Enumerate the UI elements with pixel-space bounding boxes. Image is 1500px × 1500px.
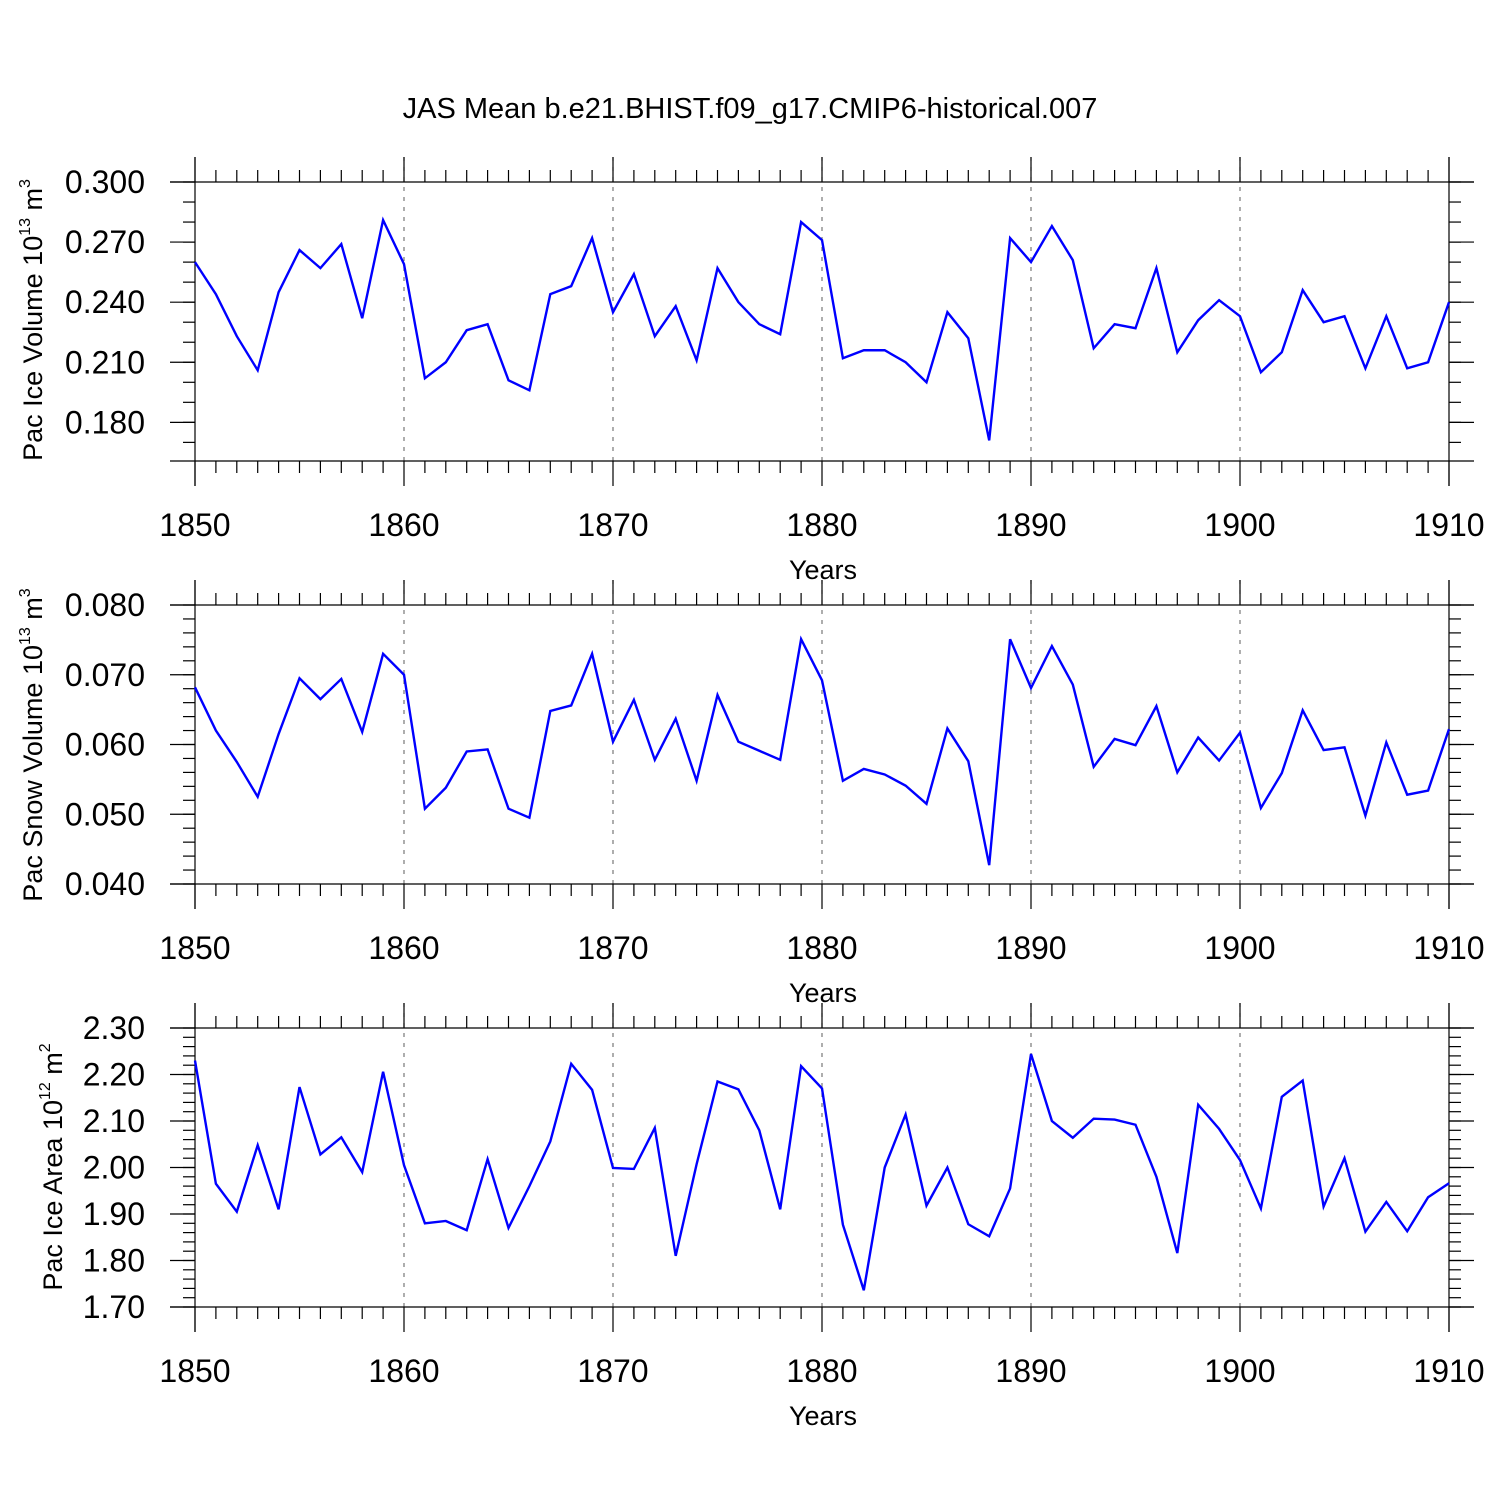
y-tick-label: 0.080	[65, 587, 145, 623]
y-axis-label-unit: m	[38, 1052, 68, 1082]
x-tick-label: 1850	[159, 930, 230, 966]
x-tick-label: 1860	[368, 507, 439, 543]
x-tick-label: 1880	[786, 930, 857, 966]
x-tick-label: 1910	[1413, 1353, 1484, 1389]
x-tick-label: 1870	[577, 930, 648, 966]
y-axis-label: Pac Ice Volume 1013 m3	[17, 179, 48, 461]
y-tick-label: 0.050	[65, 796, 145, 832]
x-tick-label: 1890	[995, 1353, 1066, 1389]
y-tick-label: 2.00	[83, 1150, 145, 1186]
y-tick-label: 2.10	[83, 1103, 145, 1139]
y-axis-label-text: Pac Snow Volume 10	[18, 645, 48, 902]
x-tick-label: 1850	[159, 1353, 230, 1389]
y-tick-label: 0.060	[65, 727, 145, 763]
series-line-snow-volume	[193, 635, 1451, 866]
y-axis-label-unit-exponent: 3	[17, 588, 34, 597]
x-tick-label: 1870	[577, 507, 648, 543]
y-axis-label-exponent: 13	[17, 218, 34, 236]
y-tick-label: 2.30	[83, 1010, 145, 1046]
x-tick-label: 1900	[1204, 930, 1275, 966]
chart-title: JAS Mean b.e21.BHIST.f09_g17.CMIP6-histo…	[403, 93, 1098, 125]
y-tick-label: 0.300	[65, 164, 145, 200]
y-tick-label: 0.070	[65, 657, 145, 693]
y-tick-label: 0.040	[65, 866, 145, 902]
y-tick-label: 0.270	[65, 224, 145, 260]
x-axis-label: Years	[789, 978, 857, 1008]
y-axis-label-text: Pac Ice Area 10	[38, 1100, 68, 1291]
panel-ice-area: 2.30 2.20 2.10 2.00 1.90 1.80 1.70 1850 1860 1870…	[37, 1003, 1485, 1431]
y-axis-label: Pac Snow Volume 1013 m3	[17, 588, 48, 901]
y-tick-label: 1.80	[83, 1243, 145, 1279]
x-tick-label: 1880	[786, 507, 857, 543]
series-line-ice-area	[193, 1053, 1450, 1291]
y-tick-label: 0.210	[65, 344, 145, 380]
y-tick-label: 2.20	[83, 1057, 145, 1093]
y-axis-label-unit: m	[18, 597, 48, 627]
series-line-ice-volume	[193, 216, 1451, 441]
x-tick-label: 1860	[368, 930, 439, 966]
y-axis-label: Pac Ice Area 1012 m2	[37, 1043, 68, 1290]
x-tick-label: 1900	[1204, 1353, 1275, 1389]
x-tick-label: 1910	[1413, 507, 1484, 543]
y-tick-label: 0.180	[65, 404, 145, 440]
panels: 0.300 0.270 0.240 0.210 0.180 1850 1860 1870 188…	[17, 157, 1485, 1431]
y-axis-label-unit: m	[18, 188, 48, 218]
y-tick-label: 1.70	[83, 1289, 145, 1325]
x-tick-label: 1860	[368, 1353, 439, 1389]
x-tick-label: 1910	[1413, 930, 1484, 966]
x-tick-label: 1900	[1204, 507, 1275, 543]
y-axis-label-exponent: 13	[17, 627, 34, 645]
x-tick-label: 1870	[577, 1353, 648, 1389]
x-tick-label: 1890	[995, 507, 1066, 543]
y-axis-label-text: Pac Ice Volume 10	[18, 236, 48, 461]
y-tick-label: 1.90	[83, 1196, 145, 1232]
y-axis-label-exponent: 12	[37, 1082, 54, 1100]
panel-ice-volume: 0.300 0.270 0.240 0.210 0.180 1850 1860 1870 188…	[17, 157, 1485, 585]
panel-snow-volume: 0.080 0.070 0.060 0.050 0.040 1850 1860 1870 188…	[17, 580, 1485, 1008]
y-axis-label-unit-exponent: 3	[17, 179, 34, 188]
x-tick-label: 1890	[995, 930, 1066, 966]
x-axis-label: Years	[789, 1401, 857, 1431]
x-tick-label: 1880	[786, 1353, 857, 1389]
y-tick-label: 0.240	[65, 284, 145, 320]
y-axis-label-unit-exponent: 2	[37, 1043, 54, 1052]
x-tick-label: 1850	[159, 507, 230, 543]
x-axis-label: Years	[789, 555, 857, 585]
